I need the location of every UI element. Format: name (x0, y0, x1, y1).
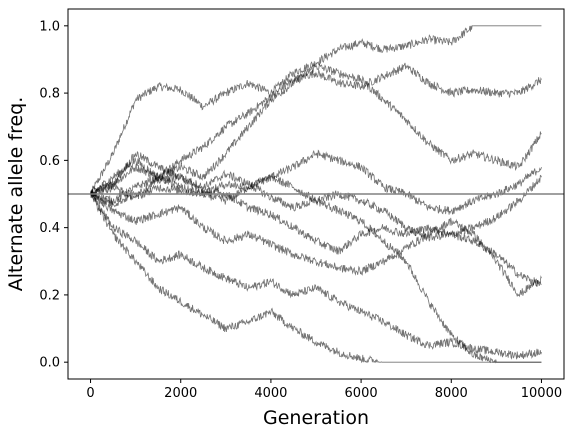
x-tick-label: 6000 (345, 386, 378, 401)
series-line-5 (90, 151, 542, 242)
series-line-4 (90, 149, 542, 215)
x-tick-label: 8000 (435, 386, 468, 401)
series-lines (90, 25, 542, 364)
y-axis: 0.0 0.2 0.4 0.6 0.8 1.0 (39, 19, 68, 371)
y-tick-label: 0.2 (39, 288, 60, 303)
series-line-6 (90, 173, 542, 287)
x-tick-label: 0 (86, 386, 94, 401)
x-axis: 0 2000 4000 6000 8000 10000 (86, 379, 562, 401)
y-axis-label: Alternate allele freq. (5, 97, 27, 292)
series-line-7 (90, 190, 542, 298)
plot-area (67, 8, 565, 380)
plot-frame (67, 8, 565, 380)
series-line-3 (90, 62, 542, 195)
x-axis-label: Generation (263, 407, 369, 429)
series-line-10 (90, 173, 542, 364)
x-tick-label: 4000 (254, 386, 287, 401)
y-tick-label: 0.0 (39, 356, 60, 371)
series-line-1 (90, 25, 542, 195)
series-line-9 (90, 192, 542, 364)
y-tick-label: 0.6 (39, 154, 60, 169)
x-tick-label: 2000 (164, 386, 197, 401)
series-line-8 (90, 192, 542, 360)
x-tick-label: 10000 (521, 386, 562, 401)
y-tick-label: 0.8 (39, 87, 60, 102)
y-tick-label: 1.0 (39, 19, 60, 34)
y-tick-label: 0.4 (39, 221, 60, 236)
series-line-2 (90, 62, 542, 197)
